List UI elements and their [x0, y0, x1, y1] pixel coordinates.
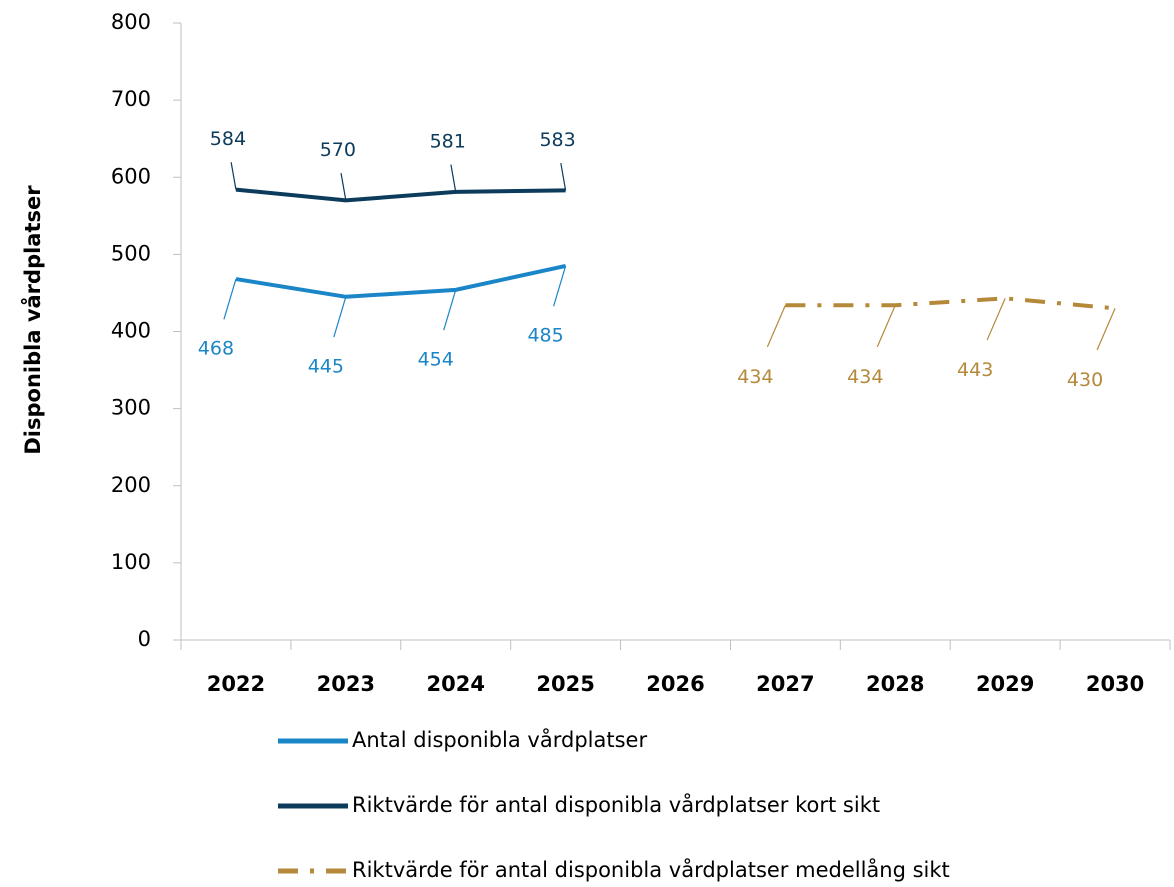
data-label: 454: [418, 348, 454, 370]
x-tick-label: 2030: [1086, 672, 1144, 696]
y-tick-label: 0: [138, 627, 151, 651]
legend-label: Riktvärde för antal disponibla vårdplats…: [352, 792, 880, 817]
y-tick-label: 100: [111, 550, 151, 574]
y-tick-label: 800: [111, 10, 151, 34]
leader-line: [560, 162, 567, 191]
data-label: 443: [957, 359, 993, 381]
leader-line: [1096, 308, 1116, 351]
leader-line: [443, 289, 457, 331]
series-line: [235, 187, 566, 203]
x-tick-label: 2025: [536, 672, 594, 696]
data-label: 434: [737, 366, 773, 388]
leader-line: [230, 162, 237, 190]
y-tick-label: 600: [111, 164, 151, 188]
x-tick-label: 2028: [866, 672, 924, 696]
legend-label: Riktvärde för antal disponibla vårdplats…: [352, 857, 950, 882]
series-line: [235, 263, 567, 299]
data-label: 570: [320, 139, 356, 161]
x-tick-label: 2026: [646, 672, 704, 696]
data-label: 468: [198, 338, 234, 360]
y-tick-label: 400: [111, 319, 151, 343]
leader-line: [223, 278, 237, 320]
data-label: 584: [210, 128, 246, 150]
y-tick-label: 300: [111, 396, 151, 420]
y-axis-label: Disponibla vårdplatser: [20, 185, 45, 455]
data-label: 445: [308, 355, 344, 377]
series-line: [785, 296, 1116, 311]
leader-line: [450, 164, 457, 193]
x-tick-label: 2024: [426, 672, 484, 696]
x-tick-label: 2022: [207, 672, 265, 696]
leader-line: [766, 305, 786, 348]
data-label: 581: [430, 130, 466, 152]
leader-line: [553, 265, 567, 307]
data-label: 485: [527, 324, 563, 346]
data-label: 583: [539, 129, 575, 151]
x-tick-label: 2029: [976, 672, 1034, 696]
y-tick-label: 500: [111, 241, 151, 265]
x-tick-label: 2027: [756, 672, 814, 696]
leader-line: [333, 296, 347, 338]
leader-line: [876, 305, 896, 348]
y-tick-label: 700: [111, 87, 151, 111]
leader-line: [340, 172, 347, 201]
y-tick-label: 200: [111, 473, 151, 497]
legend-label: Antal disponibla vårdplatser: [352, 727, 647, 752]
leader-line: [986, 298, 1006, 341]
x-tick-label: 2023: [317, 672, 375, 696]
data-label: 434: [847, 366, 883, 388]
data-label: 430: [1067, 369, 1103, 391]
